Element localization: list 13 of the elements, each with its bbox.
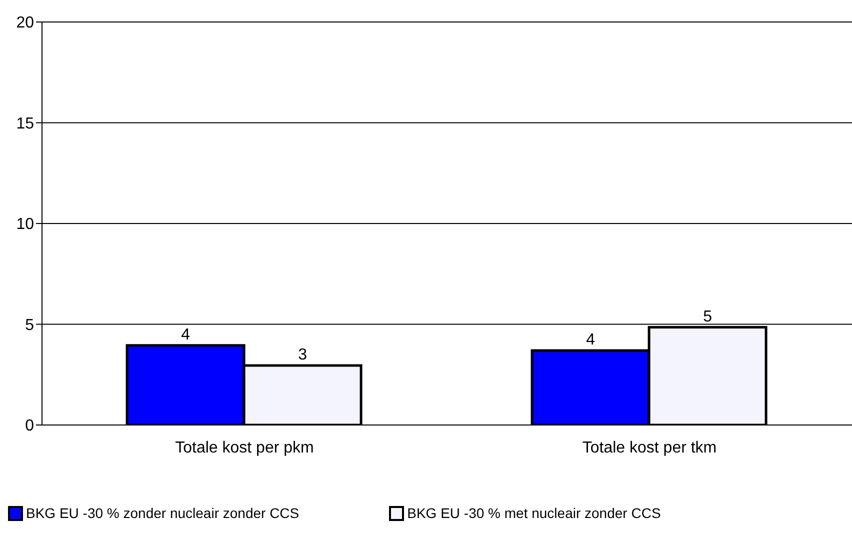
data-label: 5 bbox=[703, 308, 712, 326]
y-tick-label: 5 bbox=[25, 316, 34, 334]
y-tick-label: 0 bbox=[25, 418, 34, 435]
y-tick-label: 10 bbox=[16, 216, 34, 234]
data-label: 4 bbox=[586, 331, 596, 348]
x-tick-label: Totale kost per pkm bbox=[175, 439, 314, 456]
data-label: 3 bbox=[298, 346, 308, 364]
data-label: 4 bbox=[181, 326, 190, 344]
y-tick-label: 20 bbox=[16, 14, 34, 32]
y-tick-label: 15 bbox=[16, 115, 34, 132]
x-tick-label: Totale kost per tkm bbox=[582, 439, 717, 456]
legend-label: BKG EU -30 % met nucleair zonder CCS bbox=[407, 505, 661, 521]
legend-label: BKG EU -30 % zonder nucleair zonder CCS bbox=[26, 505, 300, 521]
